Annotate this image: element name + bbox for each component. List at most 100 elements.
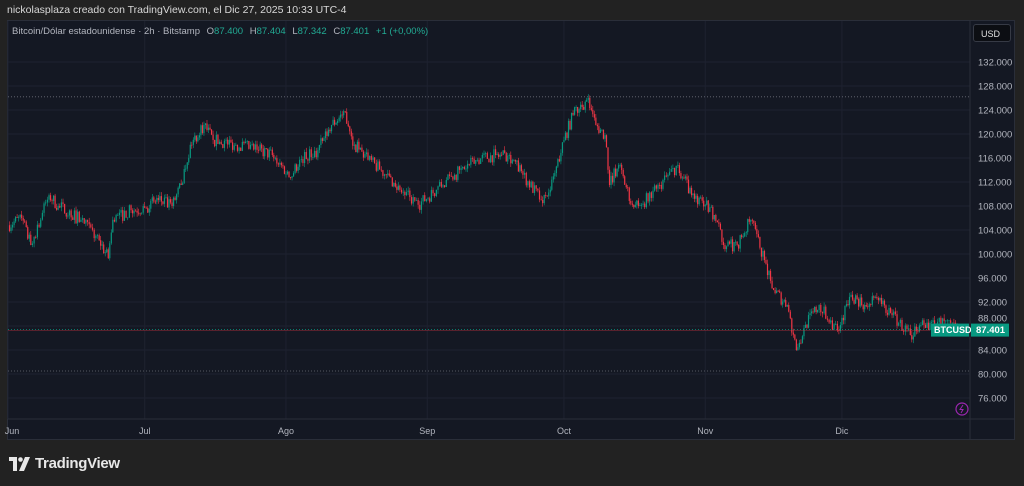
candle-up — [18, 217, 20, 218]
candle-down — [693, 193, 696, 199]
candle-up — [874, 296, 876, 298]
candle-up — [268, 149, 270, 158]
candle-down — [49, 195, 52, 201]
candle-down — [572, 112, 574, 115]
candle-up — [586, 99, 588, 102]
candle-down — [424, 195, 426, 202]
candle-down — [608, 169, 611, 185]
candle-down — [452, 176, 454, 180]
candle-down — [302, 159, 304, 164]
candle-down — [346, 111, 348, 124]
candle-up — [249, 144, 252, 149]
candle-down — [707, 200, 709, 212]
candle-up — [946, 320, 948, 322]
candle-down — [455, 174, 457, 180]
candle-down — [637, 200, 639, 207]
candle-down — [873, 296, 875, 298]
candle-up — [706, 200, 708, 205]
candle-up — [937, 321, 939, 326]
x-tick-label: Dic — [835, 426, 848, 436]
candle-down — [856, 295, 858, 300]
candle-down — [535, 185, 537, 189]
candle-up — [177, 187, 179, 195]
candle-up — [163, 197, 166, 204]
y-tick-label: 100.000 — [978, 250, 1012, 261]
candle-up — [142, 206, 144, 213]
candle-down — [779, 291, 781, 293]
candle-down — [596, 125, 598, 127]
candle-up — [567, 120, 570, 138]
candle-up — [689, 187, 691, 194]
candle-down — [329, 129, 331, 132]
candle-down — [277, 163, 279, 165]
candle-up — [945, 320, 947, 322]
candle-down — [722, 241, 725, 245]
candle-up — [10, 227, 12, 231]
candle-up — [60, 202, 62, 208]
candle-down — [622, 170, 624, 177]
candle-down — [138, 212, 140, 214]
candle-up — [225, 139, 227, 141]
candle-up — [77, 211, 79, 224]
candle-down — [125, 210, 127, 218]
lightning-alert-icon[interactable] — [955, 402, 969, 416]
candle-up — [561, 142, 564, 153]
tradingview-logo[interactable]: TradingView — [9, 455, 120, 472]
candle-down — [288, 171, 290, 178]
candle-down — [391, 177, 393, 187]
candle-up — [807, 315, 810, 328]
candle-down — [836, 323, 838, 331]
y-tick-label: 96.000 — [978, 274, 1007, 285]
candle-up — [41, 212, 43, 220]
candle-up — [279, 162, 281, 165]
candle-down — [593, 114, 595, 118]
candle-up — [730, 239, 732, 244]
candle-down — [429, 198, 431, 202]
candle-up — [850, 294, 852, 297]
candle-down — [404, 191, 406, 196]
candle-down — [581, 104, 583, 107]
candle-down — [598, 126, 600, 133]
candle-down — [154, 201, 156, 203]
candle-up — [203, 125, 205, 134]
candle-down — [374, 157, 376, 164]
candle-up — [888, 308, 890, 315]
candle-up — [427, 198, 429, 200]
candle-up — [95, 235, 97, 239]
candle-up — [742, 236, 744, 238]
candle-up — [332, 119, 334, 125]
candles — [8, 94, 962, 351]
candle-down — [885, 305, 887, 313]
candle-up — [120, 210, 122, 213]
candle-up — [830, 320, 832, 323]
candle-up — [68, 210, 71, 216]
candle-up — [228, 139, 230, 145]
candle-down — [25, 221, 27, 228]
candle-down — [886, 312, 889, 315]
candle-down — [883, 300, 886, 306]
candle-down — [741, 235, 743, 238]
candle-up — [405, 192, 408, 196]
candle-down — [486, 153, 488, 159]
candle-down — [687, 179, 690, 194]
candle-down — [236, 144, 239, 151]
candle-up — [285, 173, 287, 175]
candle-down — [400, 189, 403, 193]
candle-up — [14, 217, 17, 222]
candle-up — [233, 145, 235, 150]
candle-down — [655, 185, 657, 189]
candle-up — [207, 127, 210, 130]
candle-down — [350, 131, 352, 137]
candle-up — [809, 313, 811, 316]
candle-up — [327, 129, 330, 136]
candle-up — [365, 152, 368, 155]
ticker-label: BTCUSD — [934, 325, 972, 335]
candle-down — [673, 167, 676, 176]
candle-up — [218, 141, 221, 144]
candle-down — [157, 197, 159, 200]
currency-button[interactable]: USD — [973, 24, 1011, 42]
candle-down — [788, 305, 790, 312]
symbol-name[interactable]: Bitcoin/Dólar estadounidense · 2h · Bits… — [12, 26, 200, 37]
candle-up — [932, 320, 934, 323]
